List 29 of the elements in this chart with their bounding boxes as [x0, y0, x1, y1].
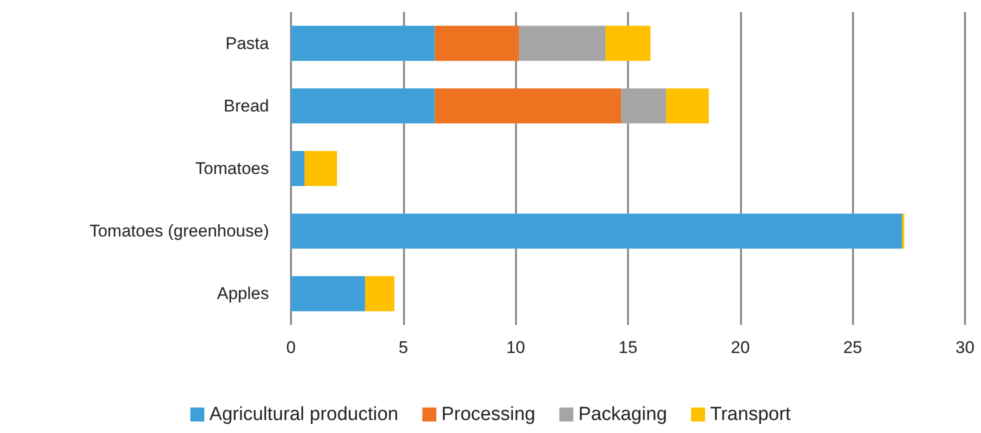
- x-tick-label: 15: [618, 338, 638, 357]
- bar: [365, 276, 394, 312]
- x-tick-label: 30: [956, 338, 974, 357]
- legend-label: Transport: [710, 404, 792, 425]
- legend-label: Processing: [441, 404, 536, 425]
- bar: [666, 88, 709, 124]
- x-tick-label: 20: [730, 338, 750, 357]
- x-tick-label: 0: [286, 338, 296, 357]
- bar: [606, 26, 650, 61]
- bar: [291, 214, 902, 249]
- y-tick-label: Bread: [224, 96, 269, 116]
- x-tick-label: 25: [843, 338, 862, 357]
- x-tick-label: 5: [398, 338, 408, 357]
- bar: [291, 276, 366, 312]
- bar: [291, 150, 304, 186]
- x-tick-label: 10: [506, 338, 526, 357]
- bar: [291, 26, 435, 61]
- legend-label: Agricultural production: [209, 404, 398, 425]
- bar: [291, 88, 435, 124]
- bar: [519, 26, 606, 61]
- y-tick-label: Tomatoes (greenhouse): [89, 222, 269, 241]
- y-tick-label: Apples: [217, 284, 269, 304]
- bar: [434, 26, 520, 61]
- bar: [304, 150, 338, 186]
- legend-label: Packaging: [578, 404, 668, 425]
- y-tick-label: Tomatoes: [195, 159, 269, 178]
- bar: [434, 88, 622, 124]
- y-tick-label: Pasta: [226, 34, 270, 53]
- bar: [621, 88, 666, 124]
